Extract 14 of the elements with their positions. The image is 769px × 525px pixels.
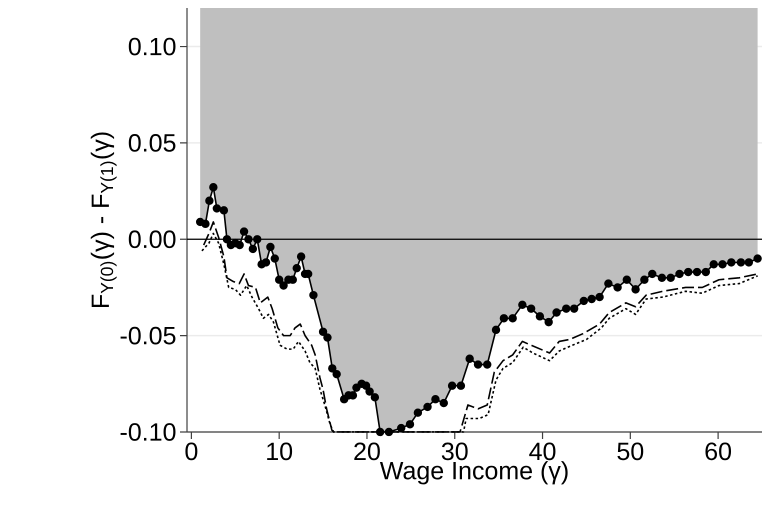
y-tick-label: 0.00 xyxy=(128,230,176,248)
x-tick-label: 10 xyxy=(267,442,292,460)
y-tick-label: -0.05 xyxy=(120,326,176,344)
y-tick-label: 0.10 xyxy=(128,38,176,56)
x-tick-label: 60 xyxy=(705,442,732,460)
y-axis-title: F$_{Y(0)}$(γ) - F$_{Y(1)}$(γ) xyxy=(90,132,117,308)
x-tick-label: 0 xyxy=(185,442,198,460)
x-tick-label: 20 xyxy=(354,442,380,460)
y-tick-label: 0.05 xyxy=(128,134,176,152)
x-axis-title: Wage Income (γ) xyxy=(380,461,568,484)
x-tick-label: 30 xyxy=(442,442,468,460)
x-tick-label: 40 xyxy=(529,442,556,460)
y-tick-label: -0.10 xyxy=(120,423,176,441)
x-tick-label: 50 xyxy=(617,442,644,460)
